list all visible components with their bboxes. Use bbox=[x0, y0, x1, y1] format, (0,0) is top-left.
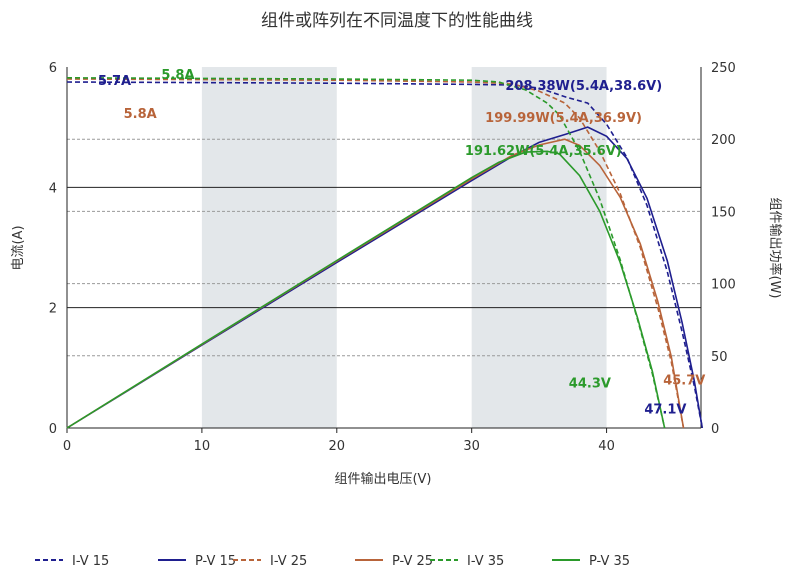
y-tick-label-right-0: 0 bbox=[711, 422, 719, 437]
chart-title: 组件或阵列在不同温度下的性能曲线 bbox=[261, 11, 533, 31]
series-i-v-15 bbox=[66, 81, 704, 429]
legend-label-2: I-V 25 bbox=[270, 554, 307, 569]
annotation-1: 5.8A bbox=[161, 68, 194, 83]
annotation-8: 47.1V bbox=[644, 403, 686, 418]
grid-lines bbox=[67, 138, 701, 357]
series-i-v-25 bbox=[66, 78, 685, 429]
x-tick-label-2: 20 bbox=[329, 439, 346, 454]
y-tick-label-right-2: 100 bbox=[711, 278, 736, 293]
legend-label-5: P-V 35 bbox=[589, 554, 630, 569]
y-tick-label-right-4: 200 bbox=[711, 133, 736, 148]
y-tick-label-right-3: 150 bbox=[711, 205, 736, 220]
y-tick-label-left-3: 6 bbox=[49, 61, 57, 76]
series-p-v-15 bbox=[66, 126, 704, 429]
annotation-2: 5.8A bbox=[124, 107, 157, 122]
legend-label-3: P-V 25 bbox=[392, 554, 433, 569]
shaded-band-1 bbox=[471, 67, 607, 428]
x-tick-label-0: 0 bbox=[63, 439, 71, 454]
x-axis-label: 组件输出电压(V) bbox=[334, 471, 431, 487]
y-tick-label-left-2: 4 bbox=[49, 181, 57, 196]
series-lines bbox=[66, 77, 704, 429]
annotation-0: 5.7A bbox=[98, 74, 131, 89]
legend-label-1: P-V 15 bbox=[195, 554, 236, 569]
y-axis-label-left: 电流(A) bbox=[11, 225, 26, 270]
annotation-7: 45.7V bbox=[663, 374, 705, 389]
shaded-bands bbox=[201, 67, 607, 428]
y-tick-label-right-1: 50 bbox=[711, 350, 728, 365]
annotation-4: 199.99W(5.4A,36.9V) bbox=[485, 111, 642, 126]
y-tick-label-left-1: 2 bbox=[49, 302, 57, 317]
x-tick-label-4: 40 bbox=[598, 439, 615, 454]
series-i-v-35 bbox=[66, 77, 666, 429]
shaded-band-0 bbox=[201, 67, 337, 428]
annotation-6: 44.3V bbox=[569, 377, 611, 392]
axes: 0 10 20 30 40 0 2 4 6 0 50 100 150 200 250 bbox=[49, 61, 736, 454]
legend-label-4: I-V 35 bbox=[467, 554, 504, 569]
y-tick-label-right-5: 250 bbox=[711, 61, 736, 76]
annotations: 5.7A 5.8A 5.8A 208.38W(5.4A,38.6V) 199.99W(5… bbox=[98, 68, 705, 418]
annotation-5: 191.62W(5.4A,35.6V) bbox=[465, 144, 622, 159]
annotation-3: 208.38W(5.4A,38.6V) bbox=[505, 79, 662, 94]
y-axis-label-right: 组件输出功率(W) bbox=[767, 198, 783, 299]
legend-label-0: I-V 15 bbox=[72, 554, 109, 569]
x-tick-label-1: 10 bbox=[194, 439, 211, 454]
y-tick-label-left-0: 0 bbox=[49, 422, 57, 437]
x-tick-label-3: 30 bbox=[463, 439, 480, 454]
legend: I-V 15 P-V 15 I-V 25 P-V 25 I-V 35 P-V 35 bbox=[35, 554, 630, 569]
series-p-v-35 bbox=[66, 150, 666, 429]
